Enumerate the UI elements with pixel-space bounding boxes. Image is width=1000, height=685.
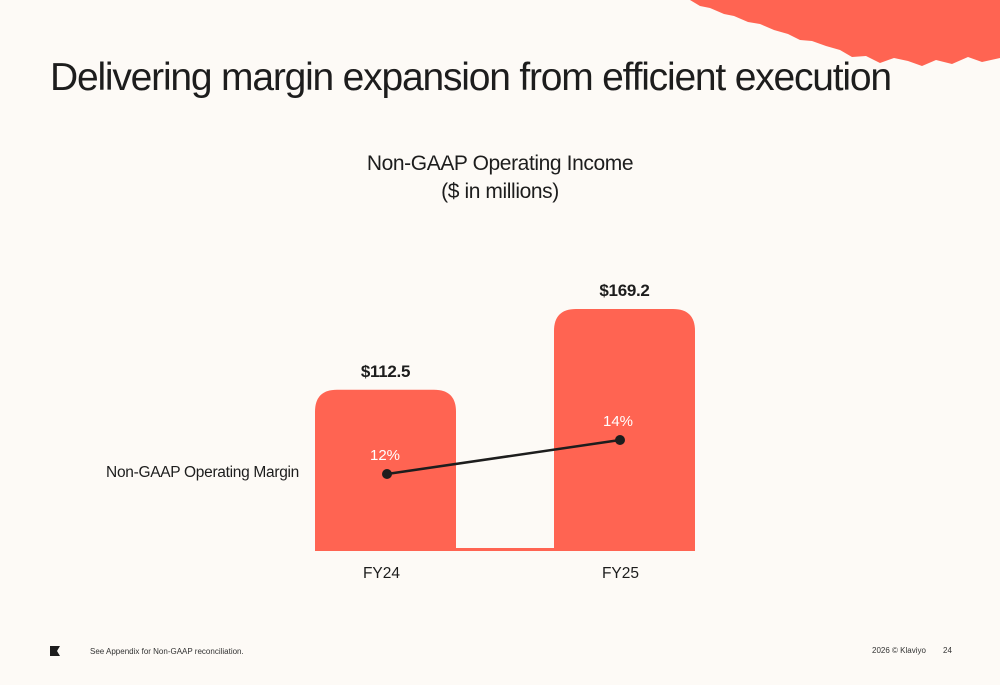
margin-value-label: 12% <box>370 447 400 464</box>
page-number: 24 <box>943 646 952 655</box>
bar-value-label: $112.5 <box>361 362 410 381</box>
copyright: 2026 © Klaviyo <box>872 646 926 655</box>
bar-layer <box>315 309 695 550</box>
brush-stroke-decoration <box>690 0 1000 66</box>
margin-line-layer: 12% 14% <box>370 413 633 479</box>
category-label: FY24 <box>363 565 400 582</box>
category-label: FY25 <box>602 565 639 582</box>
bar-fy25 <box>554 309 695 550</box>
chart-subtitle: ($ in millions) <box>441 180 559 203</box>
margin-value-label: 14% <box>603 413 633 430</box>
margin-point <box>615 435 625 445</box>
bar-value-labels: $112.5 $169.2 <box>361 281 650 381</box>
page-title: Delivering margin expansion from efficie… <box>50 56 892 99</box>
chart-title: Non-GAAP Operating Income <box>366 152 634 175</box>
margin-point <box>382 469 392 479</box>
margin-line <box>386 438 621 476</box>
category-labels: FY24 FY25 <box>363 565 639 582</box>
bar-value-label: $169.2 <box>599 281 649 300</box>
margin-series-label: Non-GAAP Operating Margin <box>106 464 299 481</box>
klaviyo-flag-icon <box>50 646 60 656</box>
footnote: See Appendix for Non-GAAP reconciliation… <box>90 647 244 656</box>
